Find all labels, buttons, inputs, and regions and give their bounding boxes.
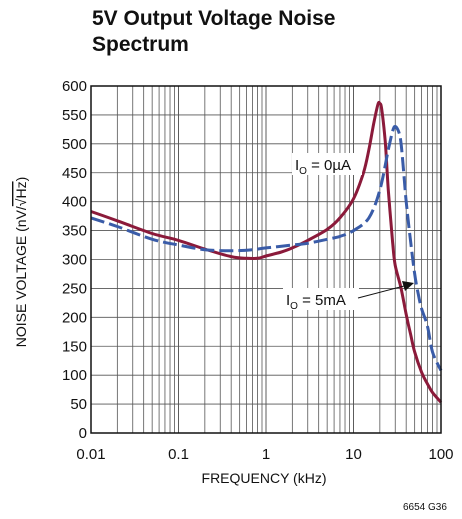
y-tick-label: 500 <box>62 136 87 153</box>
series-line-io-5ma <box>90 124 443 372</box>
tick-labels: 0 50 100 150 200 250 300 350 400 450 500 550 600 0.01… <box>62 78 454 463</box>
y-tick-label: 350 <box>62 223 87 240</box>
svg-text:IO = 0µA: IO = 0µA <box>295 157 351 177</box>
annotation-io-0ua-sub: O <box>299 166 307 177</box>
annotation-io-5ma-background <box>283 288 359 310</box>
y-tick-label: 300 <box>62 252 87 269</box>
annotation-io-5ma-arrowhead <box>402 281 414 291</box>
annotation-io-5ma-leader <box>357 285 405 299</box>
y-axis-label-radical: √Hz <box>13 181 29 206</box>
y-tick-label: 150 <box>62 338 87 355</box>
y-axis-label: NOISE VOLTAGE (nV/√Hz) <box>13 177 29 348</box>
figure-id: 6654 G36 <box>403 502 447 513</box>
annotation-io-0ua: IO = 0µA <box>292 153 362 177</box>
y-tick-label: 450 <box>62 165 87 182</box>
annotation-io-0ua-rest: = 0µA <box>307 157 351 174</box>
y-axis-label-suffix: ) <box>13 177 29 182</box>
y-tick-label: 550 <box>62 107 87 124</box>
svg-text:NOISE VOLTAGE (nV/√Hz): NOISE VOLTAGE (nV/√Hz) <box>13 177 29 348</box>
plot-border <box>90 85 442 434</box>
annotation-io-0ua-main: I <box>295 157 299 174</box>
x-tick-label: 0.1 <box>168 446 189 463</box>
series-group <box>90 100 443 404</box>
y-tick-label: 600 <box>62 78 87 95</box>
x-tick-label: 0.01 <box>76 446 105 463</box>
svg-text:IO = 5mA: IO = 5mA <box>286 292 346 312</box>
plot-frame <box>90 85 442 434</box>
annotation-io-5ma-rest: = 5mA <box>298 292 346 309</box>
annotation-io-0ua-background <box>292 153 362 175</box>
annotation-io-5ma-sub: O <box>290 301 298 312</box>
chart-title-line-2: Spectrum <box>92 33 189 56</box>
x-tick-label: 100 <box>428 446 453 463</box>
x-tick-label: 1 <box>262 446 270 463</box>
y-tick-label: 0 <box>79 425 87 442</box>
series-line-io-0ua <box>90 100 443 404</box>
chart-title: 5V Output Voltage Noise Spectrum <box>92 6 432 58</box>
y-tick-label: 200 <box>62 309 87 326</box>
chart-title-line-1: 5V Output Voltage Noise <box>92 7 336 30</box>
y-tick-label: 100 <box>62 367 87 384</box>
y-tick-label: 250 <box>62 280 87 297</box>
annotation-io-5ma: IO = 5mA <box>283 281 414 312</box>
x-tick-label: 10 <box>345 446 362 463</box>
y-axis-label-prefix: NOISE VOLTAGE (nV/ <box>13 206 29 347</box>
x-axis-label: FREQUENCY (kHz) <box>202 470 327 486</box>
y-tick-label: 50 <box>70 396 87 413</box>
annotation-io-5ma-main: I <box>286 292 290 309</box>
grid <box>90 85 441 434</box>
y-tick-label: 400 <box>62 194 87 211</box>
